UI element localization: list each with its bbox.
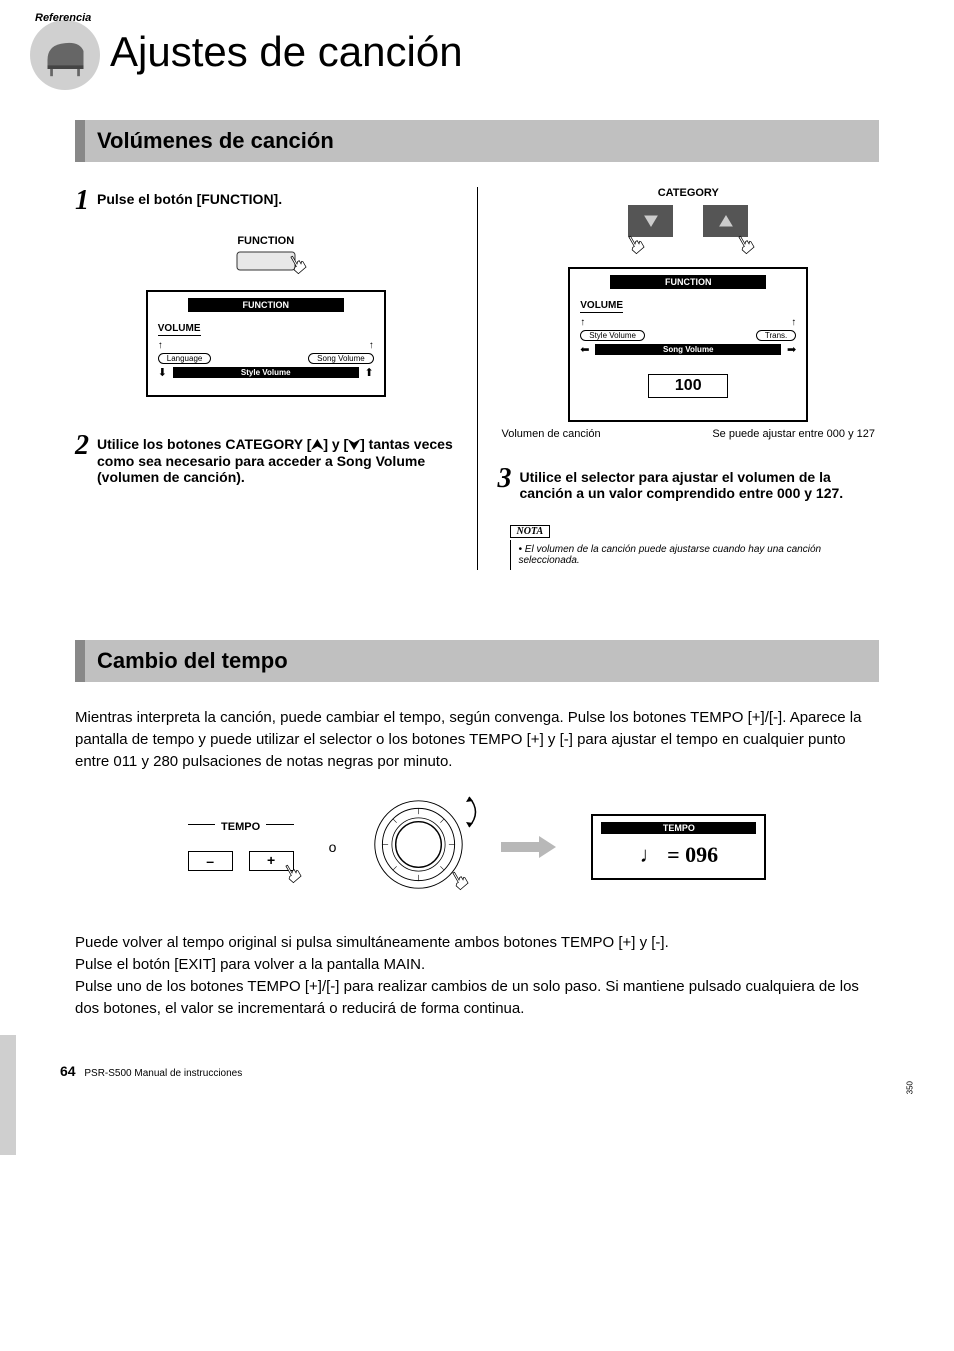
tempo-lcd: TEMPO ♩ = 096: [591, 814, 766, 880]
lcd-volume-label: VOLUME: [158, 323, 201, 336]
hand-pointer-icon: [446, 866, 473, 894]
step-3: 3 Utilice el selector para ajustar el vo…: [498, 465, 880, 501]
tempo-paragraph-2: Puede volver al tempo original si pulsa …: [75, 932, 879, 1019]
step-number: 1: [75, 187, 89, 215]
category-diagram: CATEGORY: [498, 187, 880, 237]
lcd-bottom-bar: Style Volume: [173, 367, 359, 378]
page-number: 64: [60, 1063, 76, 1079]
page-header: Referencia Ajustes de canción: [0, 0, 954, 120]
note-body: • El volumen de la canción puede ajustar…: [510, 540, 880, 570]
tempo-plus-button: +: [249, 851, 294, 871]
step-text: Pulse el botón [FUNCTION].: [97, 187, 282, 207]
manual-name: PSR-S500 Manual de instrucciones: [84, 1068, 242, 1079]
lcd-screen-2: FUNCTION VOLUME ↑ ↑ Style Volume Trans. …: [568, 267, 808, 422]
step-2: 2 Utilice los botones CATEGORY [⮝] y [⮟]…: [75, 432, 457, 485]
lcd-bottom-bar: Song Volume: [595, 344, 781, 355]
step-number: 2: [75, 432, 89, 460]
step-1: 1 Pulse el botón [FUNCTION].: [75, 187, 457, 215]
hand-pointer-icon: [278, 859, 305, 887]
note-box: NOTA • El volumen de la canción puede aj…: [498, 521, 880, 570]
caption-right: Se puede ajustar entre 000 y 127: [712, 428, 875, 440]
tempo-diagram: TEMPO – + o: [75, 797, 879, 897]
step-text: Utilice los botones CATEGORY [⮝] y [⮟] t…: [97, 432, 457, 485]
dial-diagram: [371, 797, 466, 897]
tempo-minus-button: –: [188, 851, 233, 871]
tempo-lcd-bar: TEMPO: [601, 822, 756, 834]
section-heading-tempo: Cambio del tempo: [75, 640, 879, 682]
note-label: NOTA: [510, 525, 551, 538]
page-title: Ajustes de canción: [110, 28, 463, 76]
tempo-paragraph-1: Mientras interpreta la canción, puede ca…: [75, 707, 879, 772]
lcd-volume-label: VOLUME: [580, 300, 623, 313]
section-heading-volumes: Volúmenes de canción: [75, 120, 879, 162]
reference-curved-label: Referencia: [35, 12, 91, 24]
page-footer: 64 PSR-S500 Manual de instrucciones: [60, 1063, 242, 1079]
result-arrow-icon: [501, 835, 556, 859]
tempo-label: TEMPO: [215, 821, 266, 833]
side-page-num: 350: [905, 1081, 914, 1094]
page-icon: [30, 20, 100, 90]
tempo-lcd-value: ♩ = 096: [601, 842, 756, 868]
rotation-arrow-icon: [464, 792, 484, 832]
lcd-left-sub: Style Volume: [580, 330, 645, 341]
lcd-title: FUNCTION: [188, 298, 344, 312]
category-label: CATEGORY: [498, 187, 880, 199]
lcd-screen-1: FUNCTION VOLUME ↑ ↑ Language Song Volume…: [146, 290, 386, 397]
hand-pointer-icon: [283, 250, 310, 278]
page-icon-wrap: Referencia: [30, 20, 100, 90]
lcd-value: 100: [648, 374, 728, 398]
lcd-right-sub: Song Volume: [308, 353, 374, 364]
function-button-diagram: FUNCTION FUNCTION VOLUME ↑ ↑: [75, 235, 457, 397]
hand-pointer-icon: [732, 230, 759, 258]
caption-left: Volumen de canción: [502, 428, 601, 440]
lcd-title: FUNCTION: [610, 275, 766, 289]
step-text: Utilice el selector para ajustar el volu…: [520, 465, 880, 501]
caption-row: Volumen de canción Se puede ajustar entr…: [498, 428, 880, 440]
tempo-plus-label: +: [267, 852, 275, 868]
tempo-buttons-block: TEMPO – +: [188, 824, 294, 871]
side-tab: [0, 1035, 16, 1155]
column-divider: [477, 187, 478, 570]
lcd-left-sub: Language: [158, 353, 212, 364]
two-column-layout: 1 Pulse el botón [FUNCTION]. FUNCTION: [75, 187, 879, 570]
step-number: 3: [498, 465, 512, 493]
lcd-right-sub: Trans.: [756, 330, 796, 341]
piano-icon: [43, 33, 88, 78]
function-label: FUNCTION: [236, 235, 296, 247]
or-text: o: [329, 839, 337, 855]
